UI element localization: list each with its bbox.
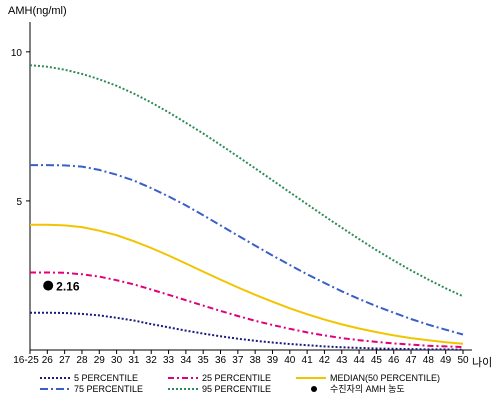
series-line-3: [30, 164, 464, 336]
legend-label: 95 PERCENTILE: [202, 384, 271, 394]
x-tick-label: 34: [180, 355, 192, 366]
series-line-2: [30, 223, 464, 345]
x-tick-label: 35: [198, 355, 210, 366]
x-tick-label: 47: [405, 355, 417, 366]
y-axis-label: AMH(ng/ml): [8, 5, 67, 17]
x-tick-label: 33: [163, 355, 175, 366]
legend-label: 75 PERCENTILE: [74, 384, 143, 394]
x-axis-label: 나이: [472, 356, 492, 369]
x-tick-label: 49: [440, 355, 452, 366]
x-tick-label: 30: [111, 355, 123, 366]
x-tick-label: 38: [250, 355, 262, 366]
x-tick-label: 26: [42, 355, 54, 366]
x-tick-label: 39: [267, 355, 279, 366]
x-tick-label: 41: [302, 355, 314, 366]
x-tick-label: 44: [354, 355, 366, 366]
x-tick-label: 45: [371, 355, 383, 366]
marker-group: 2.16: [43, 280, 80, 294]
series-line-0: [30, 311, 464, 351]
x-tick-label: 32: [146, 355, 158, 366]
series-line-1: [30, 271, 464, 348]
x-tick-label: 16-25: [13, 355, 39, 366]
y-tick-label: 5: [16, 197, 22, 208]
legend-label: MEDIAN(50 PERCENTILE): [330, 373, 440, 383]
x-tick-label: 46: [388, 355, 400, 366]
legend: 5 PERCENTILE 25 PERCENTILE MEDIAN(50 PERCE…: [40, 373, 440, 394]
legend-swatch-dot: [311, 386, 317, 392]
x-tick-label: 29: [94, 355, 106, 366]
x-ticks: 16-25 26 27 28 29 30 31 32 33 34 35 36 37 38 39 40 41 42 4…: [13, 350, 469, 366]
x-tick-label: 27: [59, 355, 71, 366]
legend-label: 5 PERCENTILE: [74, 373, 138, 383]
x-tick-label: 37: [232, 355, 244, 366]
x-tick-label: 43: [336, 355, 348, 366]
y-tick-label: 10: [11, 48, 23, 59]
amh-value-marker: [43, 280, 54, 291]
amh-value-label: 2.16: [56, 280, 80, 294]
x-tick-label: 48: [423, 355, 435, 366]
series-lines: [29, 64, 464, 351]
x-tick-label: 36: [215, 355, 227, 366]
y-ticks: 5 10: [11, 48, 30, 208]
x-tick-label: 31: [128, 355, 140, 366]
x-tick-label: 50: [457, 355, 469, 366]
series-line-4: [29, 64, 464, 298]
x-tick-label: 40: [284, 355, 296, 366]
legend-label: 수진자의 AMH 농도: [330, 384, 405, 394]
x-tick-label: 28: [76, 355, 88, 366]
x-tick-label: 42: [319, 355, 331, 366]
legend-label: 25 PERCENTILE: [202, 373, 271, 383]
